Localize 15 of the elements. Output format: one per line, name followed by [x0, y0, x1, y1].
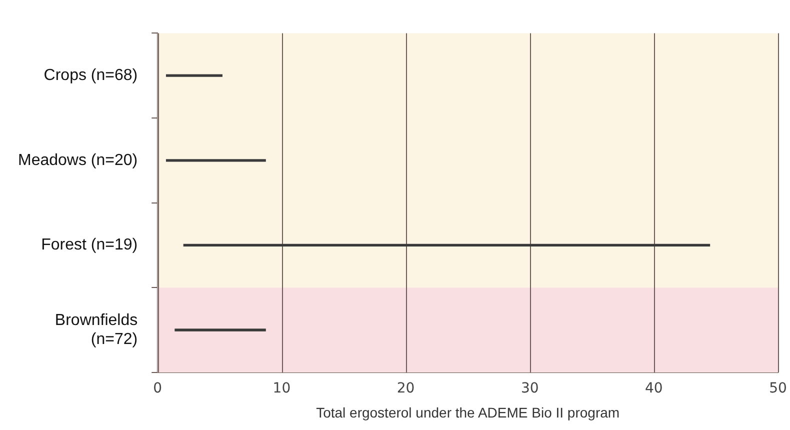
- bar: [183, 244, 710, 247]
- bar: [166, 159, 266, 162]
- y-tick-label: Crops (n=68): [44, 67, 138, 84]
- x-tick-label: 0: [153, 380, 162, 396]
- y-tick-label: Meadows (n=20): [18, 152, 138, 169]
- bar: [166, 74, 222, 77]
- bar: [174, 328, 266, 332]
- x-tick-label: 20: [396, 380, 415, 396]
- y-tick-label: Forest (n=19): [41, 236, 138, 254]
- x-tick-label: 50: [769, 380, 787, 396]
- x-axis-title: Total ergosterol under the ADEME Bio II program: [316, 404, 620, 420]
- x-tick-label: 10: [272, 380, 291, 396]
- x-tick-label: 40: [645, 380, 663, 396]
- y-tick-label: Brownfields (n=72): [54, 312, 138, 348]
- x-tick-label: 30: [520, 380, 539, 396]
